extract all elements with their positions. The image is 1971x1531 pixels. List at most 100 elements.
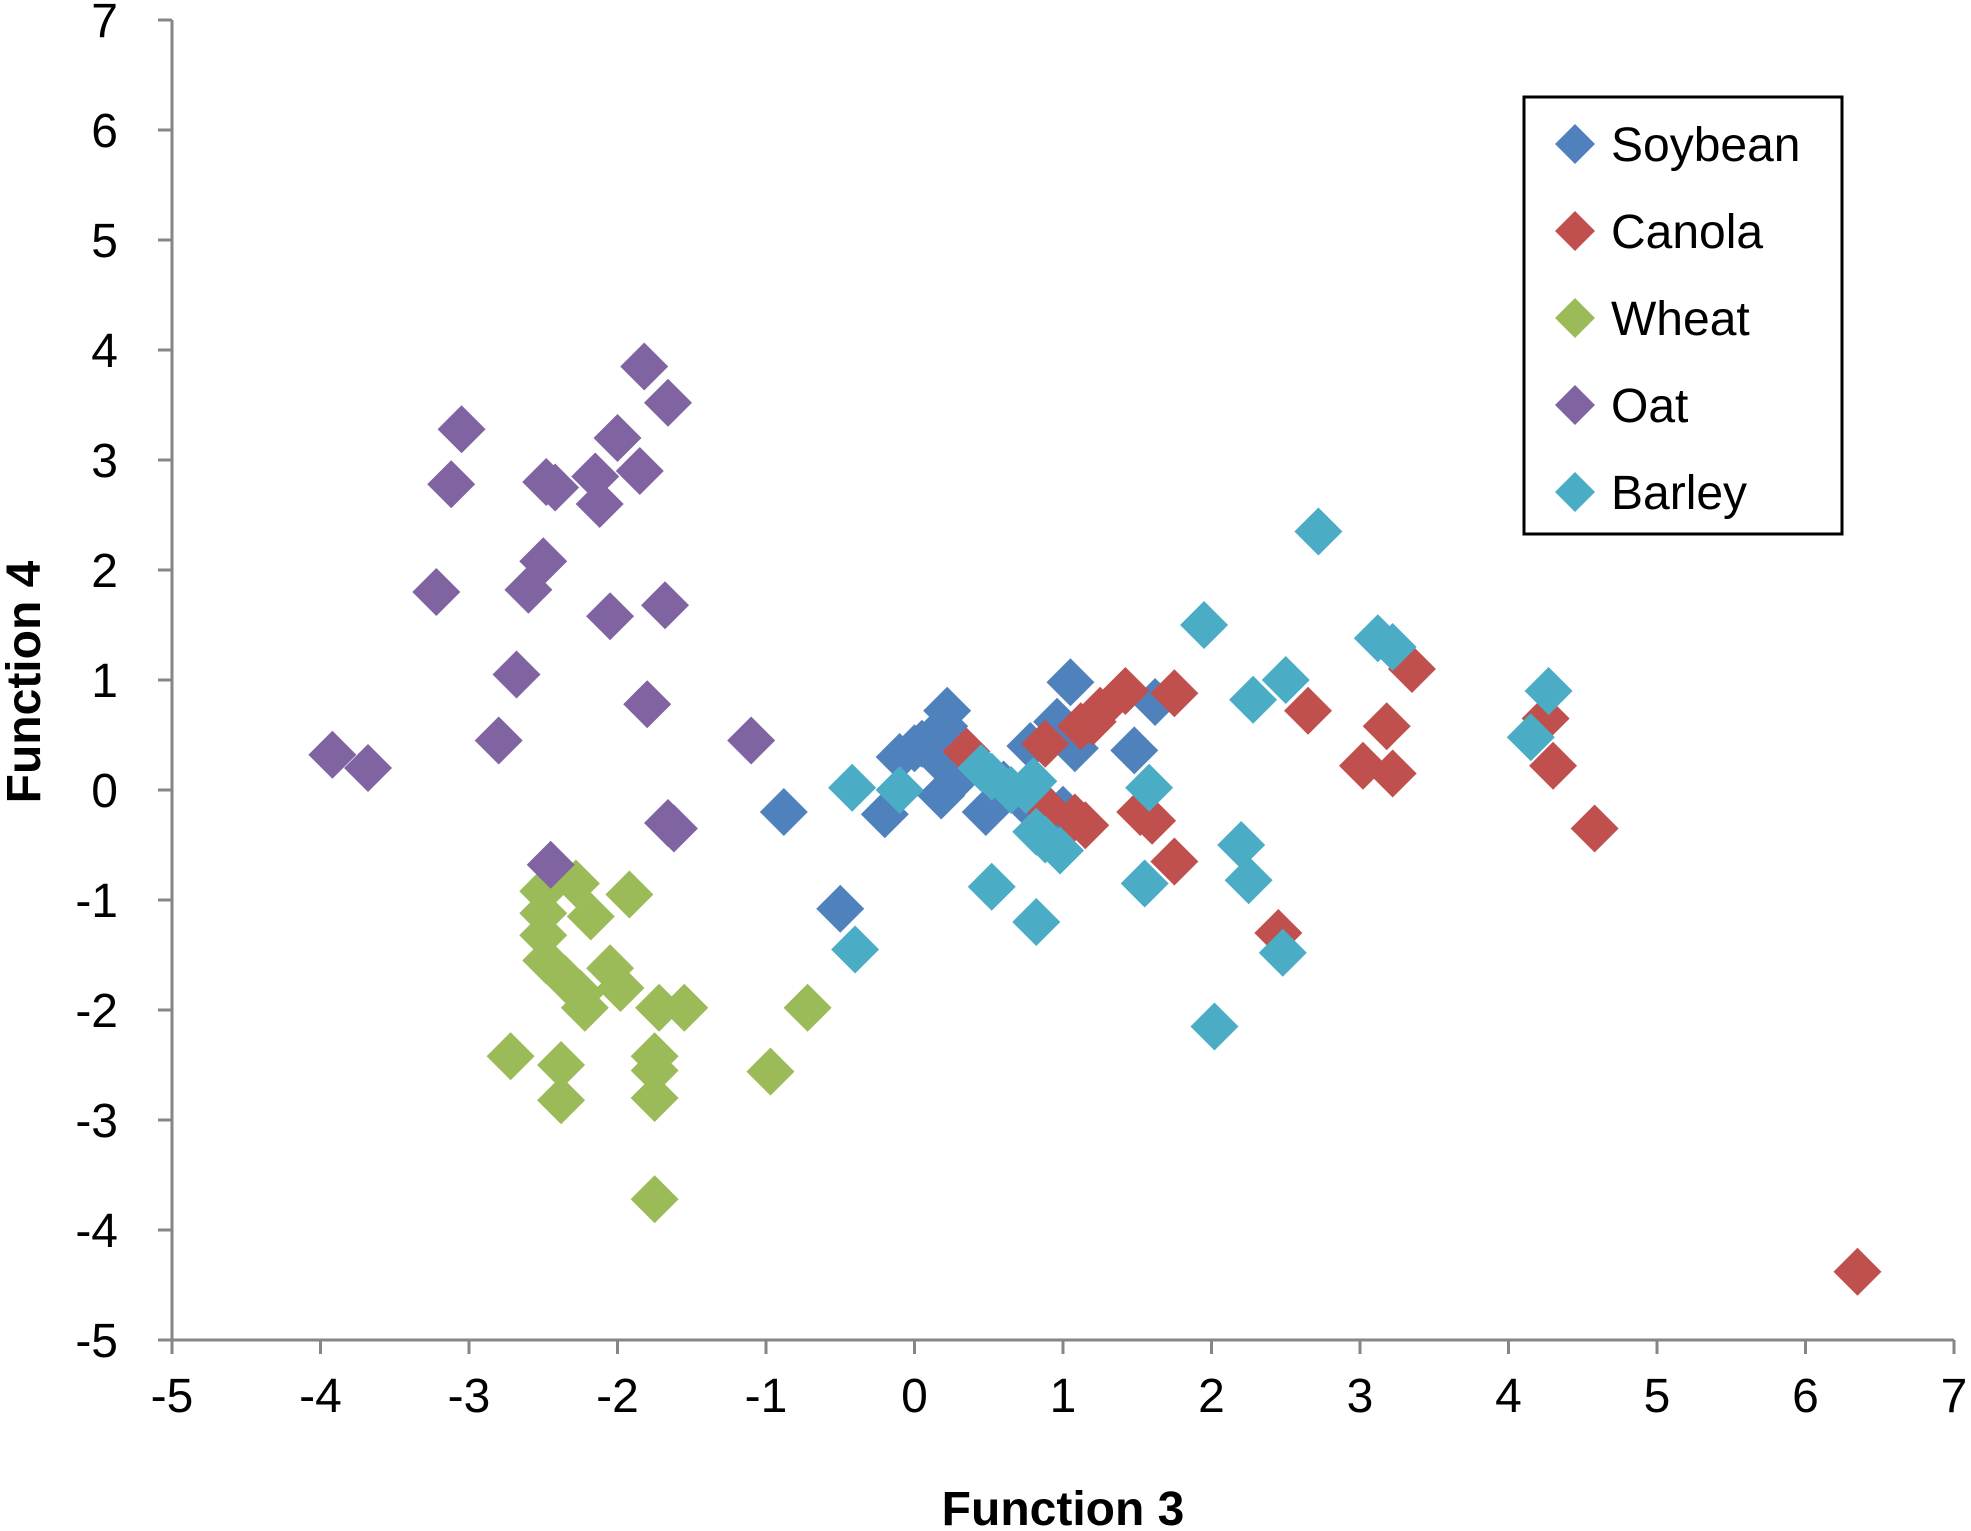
legend-item-barley: Barley bbox=[1555, 467, 1747, 520]
x-tick-label: 6 bbox=[1792, 1370, 1819, 1423]
point-wheat bbox=[486, 1032, 535, 1081]
point-oat bbox=[623, 680, 672, 729]
point-wheat bbox=[746, 1047, 795, 1096]
point-wheat bbox=[630, 1175, 679, 1224]
y-tick-label: -5 bbox=[75, 1315, 118, 1368]
point-oat bbox=[437, 405, 486, 454]
point-barley bbox=[1229, 675, 1278, 724]
point-oat bbox=[519, 537, 568, 586]
point-oat bbox=[643, 378, 692, 427]
point-barley bbox=[1261, 656, 1310, 704]
x-tick-label: 4 bbox=[1495, 1370, 1522, 1423]
point-oat bbox=[344, 744, 393, 792]
point-wheat bbox=[630, 1074, 679, 1122]
point-wheat bbox=[566, 892, 615, 941]
point-soybean bbox=[1046, 658, 1095, 707]
point-barley bbox=[1120, 859, 1169, 908]
point-barley bbox=[831, 925, 880, 974]
y-tick-label: 5 bbox=[91, 215, 118, 268]
y-tick-label: 3 bbox=[91, 435, 118, 488]
point-barley bbox=[1180, 601, 1229, 649]
y-tick-label: 7 bbox=[91, 0, 118, 48]
point-canola bbox=[1570, 804, 1619, 853]
point-soybean bbox=[923, 686, 972, 735]
series-wheat bbox=[486, 859, 832, 1224]
point-barley bbox=[1009, 757, 1058, 806]
point-oat bbox=[593, 414, 642, 462]
point-wheat bbox=[537, 1076, 586, 1125]
point-canola bbox=[1021, 719, 1070, 768]
legend-label-wheat: Wheat bbox=[1611, 293, 1750, 346]
point-canola bbox=[1833, 1247, 1882, 1296]
point-oat bbox=[727, 716, 776, 765]
legend-label-canola: Canola bbox=[1611, 206, 1763, 259]
x-tick-label: 1 bbox=[1050, 1370, 1077, 1423]
legend-marker-wheat bbox=[1555, 298, 1595, 338]
x-tick-label: -3 bbox=[448, 1370, 491, 1423]
series-oat bbox=[308, 342, 776, 889]
point-oat bbox=[526, 840, 575, 889]
legend-marker-canola bbox=[1555, 211, 1595, 251]
x-tick-label: -5 bbox=[151, 1370, 194, 1423]
series-group bbox=[308, 342, 1882, 1296]
point-wheat bbox=[560, 983, 609, 1032]
y-tick-label: 1 bbox=[91, 655, 118, 708]
point-barley bbox=[1524, 667, 1573, 715]
point-canola bbox=[1529, 741, 1578, 790]
point-wheat bbox=[635, 983, 684, 1032]
point-oat bbox=[620, 342, 669, 391]
x-ticks: -5 -4 -3 -2 -1 0 1 2 3 4 5 6 7 bbox=[151, 1340, 1968, 1423]
point-oat bbox=[586, 592, 635, 641]
point-wheat bbox=[630, 1046, 679, 1095]
x-axis: -5 -4 -3 -2 -1 0 1 2 3 4 5 6 7 bbox=[151, 1338, 1968, 1423]
point-oat bbox=[474, 716, 523, 765]
y-tick-label: -2 bbox=[75, 985, 118, 1038]
legend-item-canola: Canola bbox=[1555, 206, 1763, 259]
point-wheat bbox=[537, 1041, 586, 1089]
point-barley bbox=[875, 766, 924, 814]
point-oat bbox=[492, 650, 541, 699]
y-axis: -5 -4 -3 -2 -1 0 1 2 3 4 5 6 7 bbox=[75, 0, 174, 1368]
point-barley bbox=[1258, 928, 1307, 977]
point-barley bbox=[828, 763, 877, 812]
y-tick-label: 2 bbox=[91, 545, 118, 598]
point-barley bbox=[967, 862, 1016, 911]
point-barley bbox=[1506, 713, 1555, 762]
point-oat bbox=[412, 568, 461, 616]
y-axis-title: Function 4 bbox=[0, 560, 51, 803]
x-axis-title: Function 3 bbox=[942, 1483, 1185, 1531]
x-tick-label: 0 bbox=[901, 1370, 928, 1423]
point-oat bbox=[531, 463, 580, 512]
point-canola bbox=[1284, 686, 1333, 735]
point-oat bbox=[649, 804, 698, 853]
x-tick-label: 7 bbox=[1941, 1370, 1968, 1423]
point-canola bbox=[1101, 667, 1150, 715]
point-oat bbox=[308, 730, 357, 779]
y-tick-label: -1 bbox=[75, 875, 118, 928]
y-tick-label: 4 bbox=[91, 325, 118, 378]
series-canola bbox=[942, 645, 1882, 1296]
point-oat bbox=[641, 581, 690, 630]
point-barley bbox=[1224, 856, 1273, 905]
point-barley bbox=[1012, 898, 1061, 946]
legend-items: Soybean Canola Wheat Oat Barley bbox=[1555, 119, 1801, 520]
legend-label-oat: Oat bbox=[1611, 380, 1688, 433]
point-wheat bbox=[783, 983, 832, 1032]
point-barley bbox=[1368, 623, 1417, 671]
legend-item-wheat: Wheat bbox=[1555, 293, 1750, 346]
y-tick-label: -3 bbox=[75, 1095, 118, 1148]
point-oat bbox=[575, 480, 624, 528]
point-canola bbox=[1150, 837, 1199, 886]
point-canola bbox=[1128, 796, 1177, 845]
x-tick-label: -1 bbox=[745, 1370, 788, 1423]
point-soybean bbox=[1110, 726, 1159, 775]
legend-marker-oat bbox=[1555, 385, 1595, 425]
point-oat bbox=[615, 447, 664, 495]
y-tick-label: 0 bbox=[91, 765, 118, 818]
point-canola bbox=[1362, 702, 1411, 751]
legend-marker-barley bbox=[1555, 472, 1595, 512]
x-tick-label: 2 bbox=[1198, 1370, 1225, 1423]
legend: Soybean Canola Wheat Oat Barley bbox=[1522, 95, 1844, 536]
point-oat bbox=[427, 460, 476, 509]
